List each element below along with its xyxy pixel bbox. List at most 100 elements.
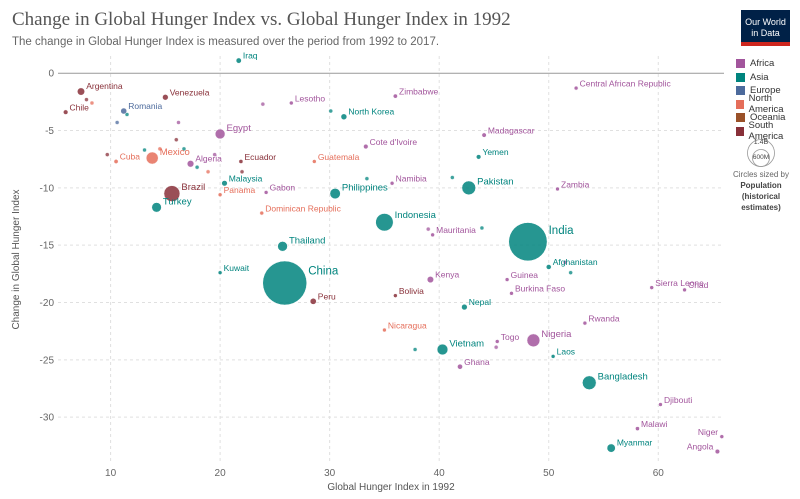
point-central-african-republic[interactable]: [573, 85, 579, 91]
legend-label: Africa: [750, 58, 775, 70]
point-malaysia[interactable]: [221, 180, 228, 187]
point-nicaragua[interactable]: [382, 327, 387, 333]
data-point[interactable]: [84, 97, 89, 102]
point-sierra-leone[interactable]: [649, 285, 654, 290]
point-gabon[interactable]: [263, 190, 269, 195]
data-point[interactable]: [124, 112, 130, 117]
data-point[interactable]: [493, 345, 499, 350]
point-mexico[interactable]: [145, 151, 159, 165]
point-madagascar[interactable]: [481, 132, 487, 138]
data-point[interactable]: [260, 101, 266, 107]
point-myanmar[interactable]: [606, 443, 616, 453]
point-chad[interactable]: [682, 287, 687, 293]
point-djibouti[interactable]: [658, 402, 663, 407]
owid-logo[interactable]: Our World in Data: [741, 10, 790, 46]
point-guinea[interactable]: [504, 277, 510, 282]
point-india[interactable]: [508, 222, 548, 262]
label-dominican-republic: Dominican Republic: [265, 203, 341, 213]
data-point[interactable]: [89, 100, 95, 106]
point-yemen[interactable]: [476, 154, 482, 160]
point-namibia[interactable]: [389, 181, 395, 186]
data-point[interactable]: [176, 120, 181, 125]
point-north-korea[interactable]: [340, 113, 348, 120]
point-venezuela[interactable]: [162, 94, 169, 101]
point-bolivia[interactable]: [393, 293, 398, 298]
point-kuwait[interactable]: [217, 270, 223, 275]
point-kenya[interactable]: [426, 276, 434, 284]
point-romania[interactable]: [120, 107, 127, 115]
point-chile[interactable]: [63, 109, 69, 115]
point-dominican-republic[interactable]: [259, 210, 264, 216]
point-rwanda[interactable]: [582, 320, 588, 326]
point-laos[interactable]: [550, 354, 556, 359]
label-guatemala: Guatemala: [318, 152, 360, 162]
point-ecuador[interactable]: [238, 159, 244, 164]
data-point[interactable]: [212, 152, 217, 157]
point-brazil[interactable]: [163, 185, 181, 202]
point-mauritania[interactable]: [430, 232, 435, 238]
point-peru[interactable]: [309, 298, 317, 305]
point-nigeria[interactable]: [526, 333, 541, 348]
point-bangladesh[interactable]: [582, 375, 597, 390]
data-point[interactable]: [142, 147, 147, 153]
point-guatemala[interactable]: [312, 159, 317, 164]
legend-item-north-america[interactable]: North America: [736, 93, 800, 115]
data-point[interactable]: [105, 152, 110, 157]
data-point[interactable]: [114, 120, 120, 125]
color-legend: Africa Asia Europe North America Oceania Sout…: [736, 57, 800, 142]
data-point[interactable]: [568, 270, 573, 275]
point-egypt[interactable]: [214, 128, 226, 140]
label-guinea: Guinea: [511, 270, 539, 280]
label-mexico: Mexico: [160, 147, 190, 158]
point-philippines[interactable]: [329, 188, 341, 200]
point-nepal[interactable]: [461, 303, 468, 311]
data-point[interactable]: [562, 260, 568, 265]
legend-item-asia[interactable]: Asia: [736, 71, 800, 85]
data-point[interactable]: [181, 146, 187, 152]
legend-item-europe[interactable]: Europe: [736, 84, 800, 98]
legend-label: Oceania: [750, 112, 786, 124]
point-thailand[interactable]: [277, 241, 288, 252]
data-point[interactable]: [412, 347, 418, 352]
data-point[interactable]: [479, 225, 485, 231]
point-iraq[interactable]: [235, 57, 242, 64]
point-pakistan[interactable]: [461, 180, 476, 195]
data-point[interactable]: [328, 108, 333, 114]
label-egypt: Egypt: [227, 123, 252, 134]
point-zambia[interactable]: [555, 186, 560, 192]
point-algeria[interactable]: [186, 160, 195, 168]
legend-item-south-america[interactable]: South America: [736, 120, 800, 142]
point-burkina-faso[interactable]: [509, 291, 514, 296]
legend-swatch: [736, 72, 745, 82]
data-point[interactable]: [450, 175, 455, 180]
point-china[interactable]: [262, 260, 307, 306]
point-argentina[interactable]: [77, 87, 85, 96]
data-point[interactable]: [426, 226, 431, 232]
point-vietnam[interactable]: [436, 343, 449, 356]
point-angola[interactable]: [714, 448, 720, 455]
legend-swatch: [736, 86, 745, 96]
point-niger[interactable]: [719, 434, 725, 439]
point-zimbabwe[interactable]: [392, 93, 398, 99]
legend-item-oceania[interactable]: Oceania: [736, 111, 800, 125]
y-tick-label: -20: [40, 298, 55, 309]
point-panama[interactable]: [217, 192, 223, 197]
label-lesotho: Lesotho: [295, 93, 326, 103]
legend-item-africa[interactable]: Africa: [736, 57, 800, 71]
point-cote-d-ivoire[interactable]: [363, 144, 369, 150]
data-point[interactable]: [239, 169, 245, 174]
point-afghanistan[interactable]: [545, 264, 552, 270]
data-point[interactable]: [364, 176, 370, 181]
data-point[interactable]: [194, 165, 200, 170]
point-ghana[interactable]: [457, 363, 463, 370]
legend-swatch: [736, 99, 744, 109]
point-malawi[interactable]: [635, 426, 640, 431]
data-point[interactable]: [205, 169, 211, 174]
point-turkey[interactable]: [151, 202, 162, 213]
point-togo[interactable]: [495, 339, 500, 344]
data-point[interactable]: [157, 146, 163, 152]
data-point[interactable]: [174, 137, 179, 142]
point-cuba[interactable]: [113, 159, 119, 164]
point-indonesia[interactable]: [375, 213, 394, 232]
point-lesotho[interactable]: [289, 100, 294, 106]
